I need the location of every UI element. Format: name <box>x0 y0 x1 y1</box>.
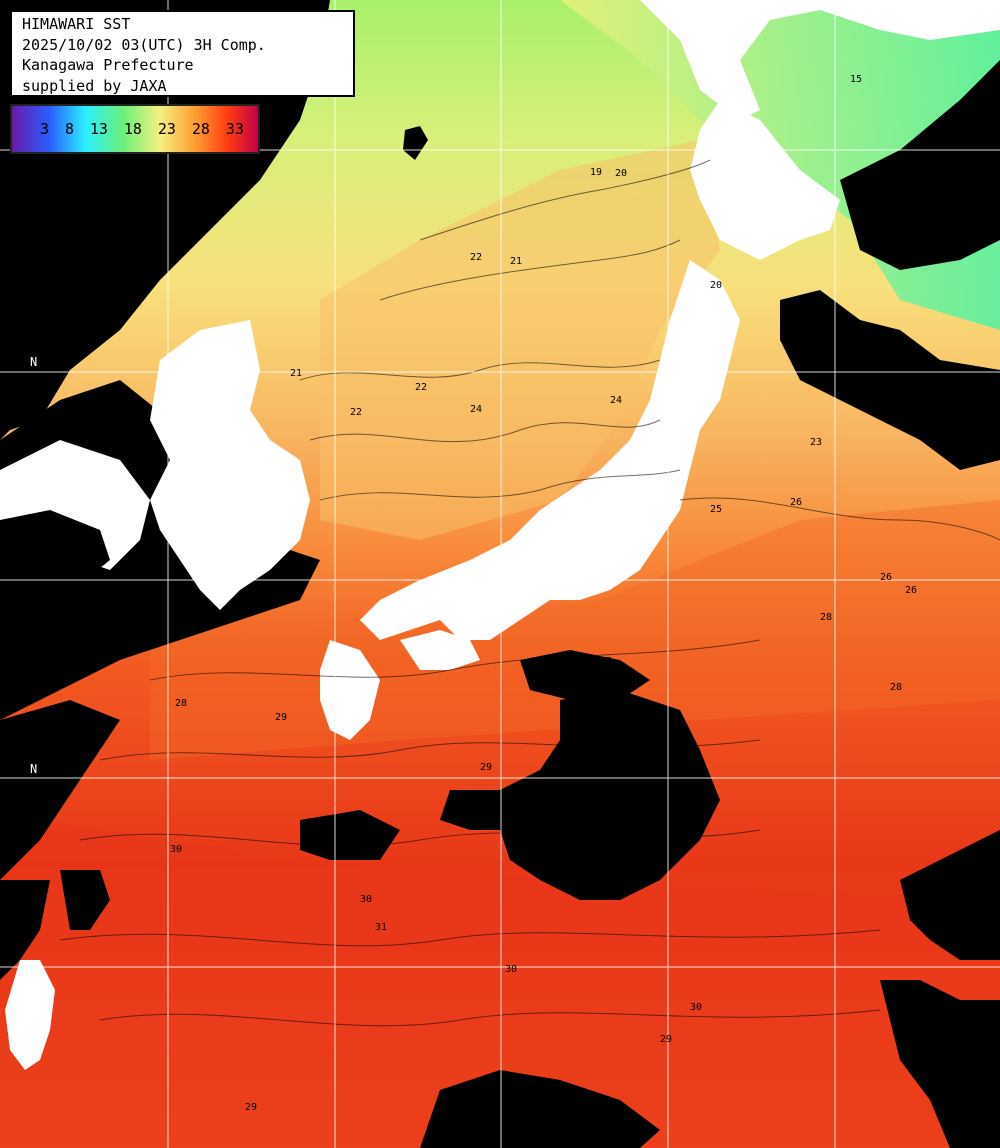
russia-coast-land <box>640 0 1000 120</box>
color-scale-legend: 3 8 13 18 23 28 33 <box>10 104 260 154</box>
contour-label: 30 <box>360 894 372 905</box>
legend-tick: 8 <box>64 120 74 138</box>
korean-peninsula <box>150 320 310 610</box>
shikoku <box>400 630 480 670</box>
contour-label: 28 <box>175 698 187 709</box>
cloud-central-1 <box>440 690 720 900</box>
timestamp: 2025/10/02 03(UTC) 3H Comp. <box>22 35 266 54</box>
contour-label: 23 <box>810 437 822 448</box>
contour-label: 22 <box>415 382 427 393</box>
southern-hot-region <box>0 820 1000 1148</box>
contour-label: 24 <box>610 395 622 406</box>
legend-tick: 3 <box>39 120 49 138</box>
cloud-south-1 <box>420 1070 660 1148</box>
legend-tick: 33 <box>225 120 244 138</box>
cloud-south-2 <box>60 870 110 930</box>
contour-label: 31 <box>375 922 387 933</box>
product-title: HIMAWARI SST <box>22 15 131 33</box>
legend-tick: 28 <box>191 120 210 138</box>
contour-label: 30 <box>505 964 517 975</box>
west-land-black-interior <box>0 510 110 610</box>
cloud-east-2 <box>880 980 1000 1148</box>
latitude-label: N <box>30 355 38 369</box>
south-black-shelf <box>0 880 50 980</box>
contour-label: 29 <box>480 762 492 773</box>
contour-label: 21 <box>510 256 522 267</box>
cloud-east-1 <box>900 830 1000 960</box>
east-china-sea-coast-no-data <box>0 700 120 880</box>
contour-label: 15 <box>850 74 862 85</box>
legend-tick: 13 <box>89 120 108 138</box>
contour-label: 29 <box>245 1102 257 1113</box>
longitude-label: 140E <box>671 4 685 33</box>
cloud-northeast-2 <box>840 60 1000 270</box>
honshu <box>360 260 740 640</box>
contour-label: 20 <box>710 280 722 291</box>
contour-label: 28 <box>820 612 832 623</box>
contour-label: 30 <box>690 1002 702 1013</box>
contour-label: 26 <box>790 497 802 508</box>
contour-lines <box>59 159 1000 1027</box>
contour-label: 22 <box>350 407 362 418</box>
contour-label: 25 <box>710 504 722 515</box>
contour-label-group: 15 19 20 20 21 21 22 22 22 23 24 24 25 2… <box>170 74 917 1113</box>
hokkaido <box>690 100 840 260</box>
contour-label: 20 <box>615 168 627 179</box>
latitude-label: N <box>30 762 38 776</box>
contour-label: 26 <box>880 572 892 583</box>
contour-label: 22 <box>470 252 482 263</box>
legend-tick: 23 <box>157 120 176 138</box>
contour-label: 24 <box>470 404 482 415</box>
publisher: Kanagawa Prefecture <box>22 56 194 74</box>
data-source: supplied by JAXA <box>22 76 167 95</box>
title-block: HIMAWARI SST 2025/10/02 03(UTC) 3H Comp.… <box>10 10 355 97</box>
contour-label: 28 <box>890 682 902 693</box>
cloud-central-2 <box>520 650 650 700</box>
contour-label: 19 <box>590 167 602 178</box>
contour-label: 29 <box>275 712 287 723</box>
contour-label: 25 <box>600 656 612 667</box>
color-scale-bar <box>12 106 258 152</box>
contour-label: 26 <box>905 585 917 596</box>
small-island-1 <box>403 126 428 160</box>
taiwan <box>5 960 55 1070</box>
contour-label: 29 <box>660 1034 672 1045</box>
contour-label: 21 <box>290 368 302 379</box>
contour-label: 30 <box>170 844 182 855</box>
cloud-south-3 <box>300 810 400 860</box>
legend-tick: 18 <box>123 120 142 138</box>
color-scale-ticks: 3 8 13 18 23 28 33 <box>12 106 258 152</box>
